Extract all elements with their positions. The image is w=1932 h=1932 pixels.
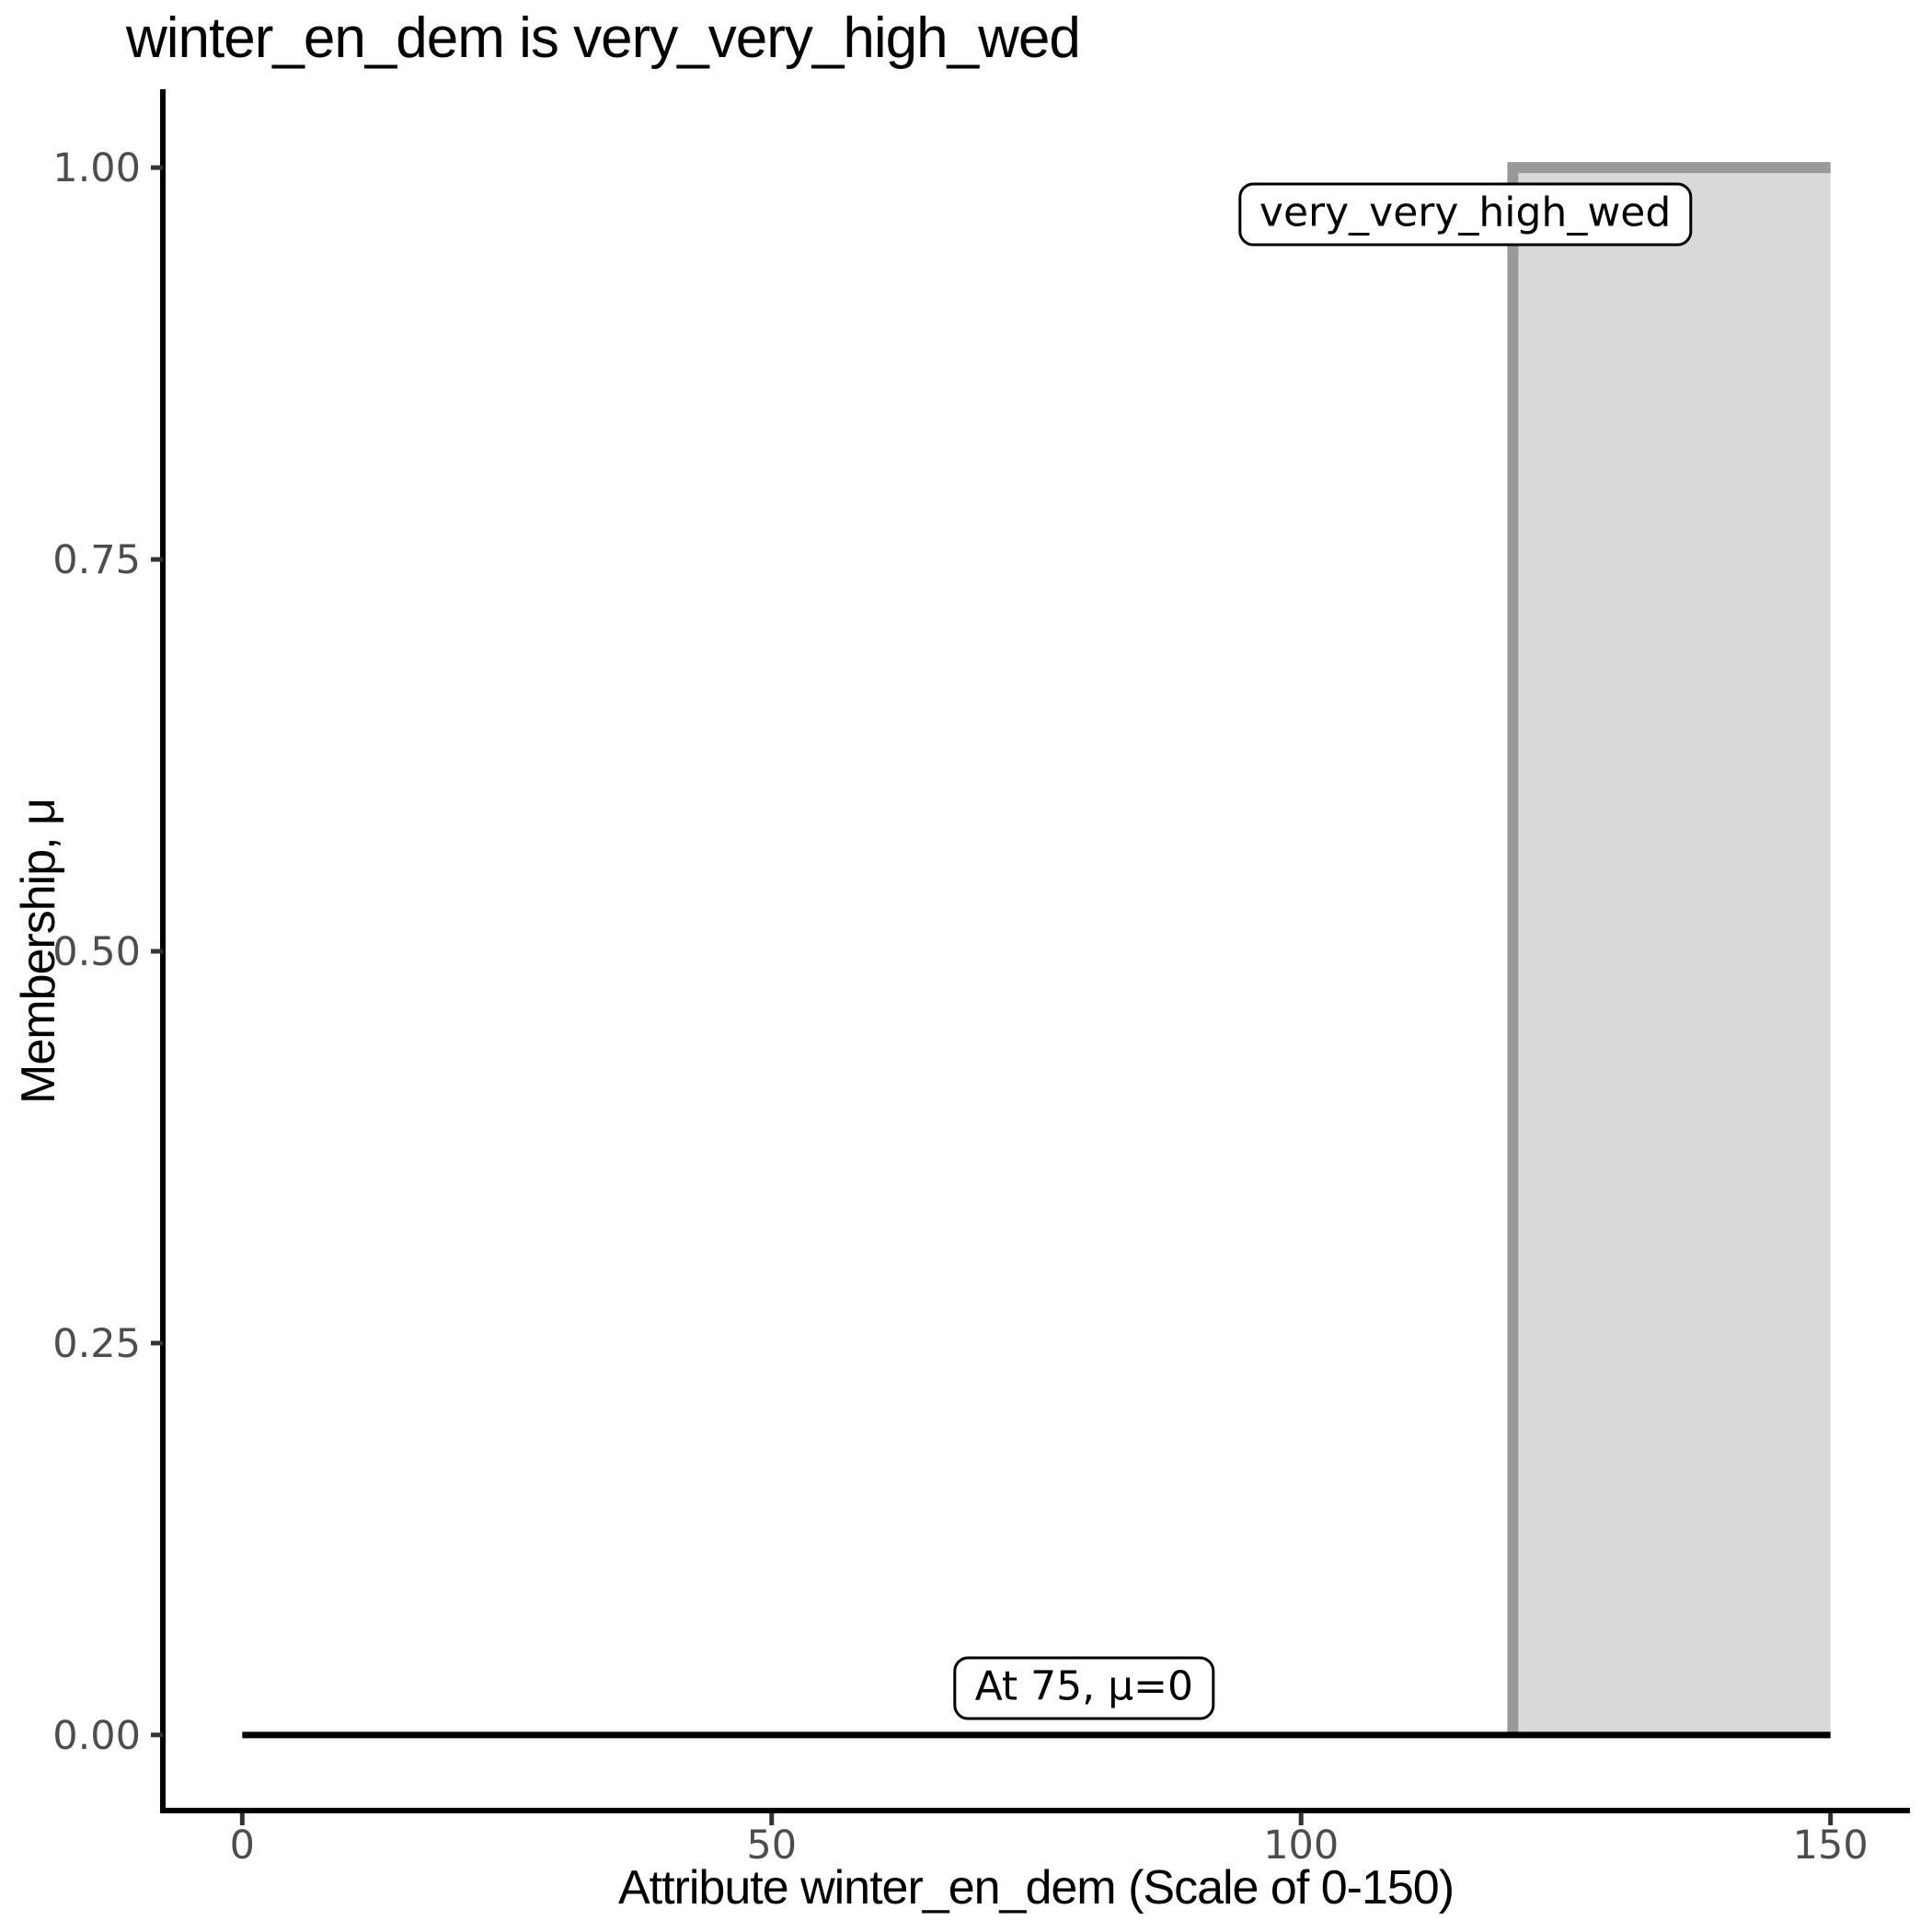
- fuzzy-set-outline-very_very_high_wed: [1507, 162, 1831, 1735]
- x-tick-label: 0: [230, 1823, 255, 1869]
- x-tick-label: 50: [746, 1823, 797, 1869]
- membership-value-annotation: At 75, μ=0: [953, 1656, 1214, 1720]
- set-name-annotation-text: very_very_high_wed: [1259, 189, 1672, 236]
- y-axis-title: Membership, μ: [12, 799, 65, 1104]
- membership-value-annotation-text: At 75, μ=0: [974, 1662, 1193, 1710]
- x-tick-label: 100: [1263, 1823, 1339, 1869]
- y-tick-label: 0.50: [52, 929, 141, 975]
- y-tick-label: 0.75: [52, 537, 141, 583]
- set-name-annotation: very_very_high_wed: [1237, 182, 1693, 247]
- fuzzy-set-region-very_very_high_wed: [1512, 167, 1831, 1735]
- x-axis-title: Attribute winter_en_dem (Scale of 0-150): [617, 1861, 1455, 1915]
- y-tick-label: 1.00: [52, 145, 141, 191]
- y-tick-label: 0.00: [52, 1713, 141, 1759]
- x-tick-label: 150: [1793, 1823, 1869, 1869]
- chart-title: winter_en_dem is very_very_high_wed: [126, 6, 1081, 70]
- y-tick-label: 0.25: [52, 1321, 141, 1367]
